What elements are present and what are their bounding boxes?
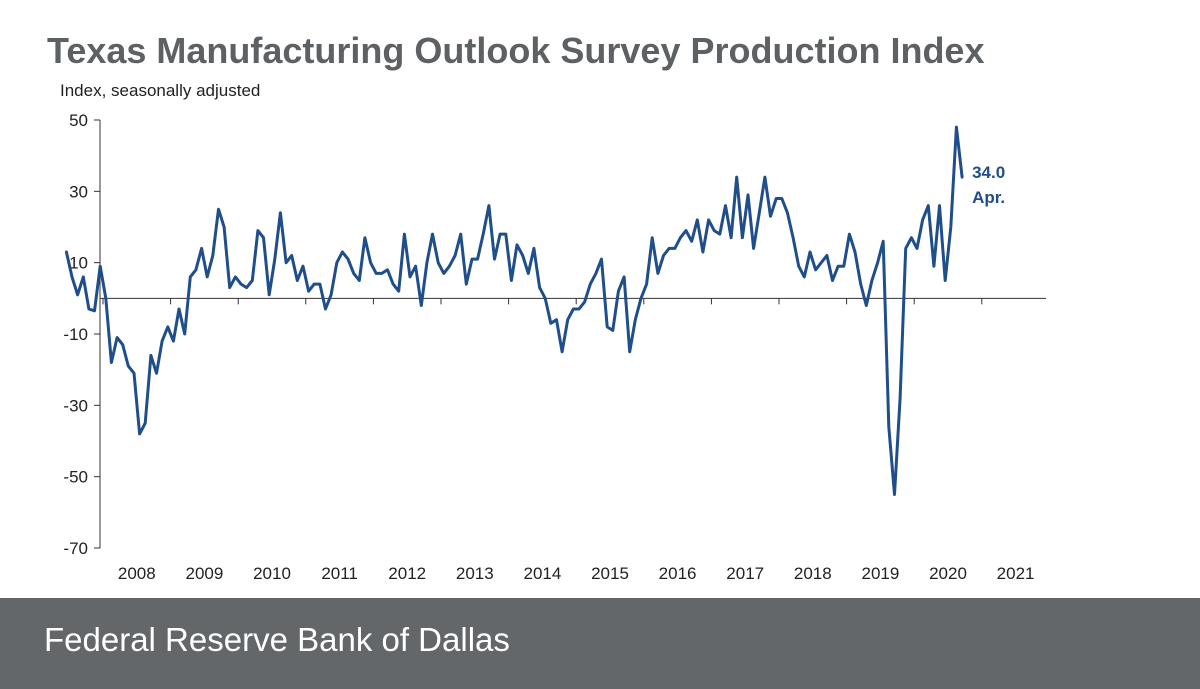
y-axis: 50 30 10 -10 -30 -50 -70: [63, 111, 101, 558]
y-tick-label: 50: [69, 111, 88, 130]
x-tick-label: 2010: [253, 564, 291, 583]
production-index-chart: Index, seasonally adjusted 50 30 10 -10 -30 -…: [60, 81, 1046, 583]
x-tick-label: 2014: [523, 564, 561, 583]
y-tick-label: 10: [69, 254, 88, 273]
x-tick-label: 2013: [456, 564, 494, 583]
y-tick-label: -10: [63, 325, 88, 344]
y-tick-label: -30: [63, 396, 88, 415]
x-axis: 2008 2009 2010 2011 2012 2013 2014 2015 2016 2017…: [100, 297, 1046, 583]
x-tick-label: 2019: [861, 564, 899, 583]
x-tick-label: 2016: [659, 564, 697, 583]
last-value-annotation: 34.0 Apr.: [972, 163, 1005, 207]
x-tick-label: 2009: [185, 564, 223, 583]
x-tick-label: 2008: [118, 564, 156, 583]
footer-text: Federal Reserve Bank of Dallas: [44, 621, 510, 658]
annotation-label: Apr.: [972, 188, 1005, 207]
x-tick-label: 2012: [388, 564, 426, 583]
footer-bar: Federal Reserve Bank of Dallas: [0, 598, 1200, 689]
annotation-value: 34.0: [972, 163, 1005, 182]
x-tick-label: 2021: [997, 564, 1035, 583]
x-tick-label: 2018: [794, 564, 832, 583]
x-tick-label: 2015: [591, 564, 629, 583]
x-tick-label: 2011: [321, 564, 358, 583]
y-tick-label: -50: [63, 468, 88, 487]
series-group: [64, 125, 964, 496]
y-axis-label: Index, seasonally adjusted: [60, 81, 260, 100]
page-title: Texas Manufacturing Outlook Survey Produ…: [47, 30, 985, 71]
x-tick-label: 2020: [929, 564, 967, 583]
y-tick-label: 30: [69, 182, 88, 201]
x-tick-label: 2017: [726, 564, 764, 583]
y-tick-label: -70: [63, 539, 88, 558]
series-line: [64, 125, 964, 496]
